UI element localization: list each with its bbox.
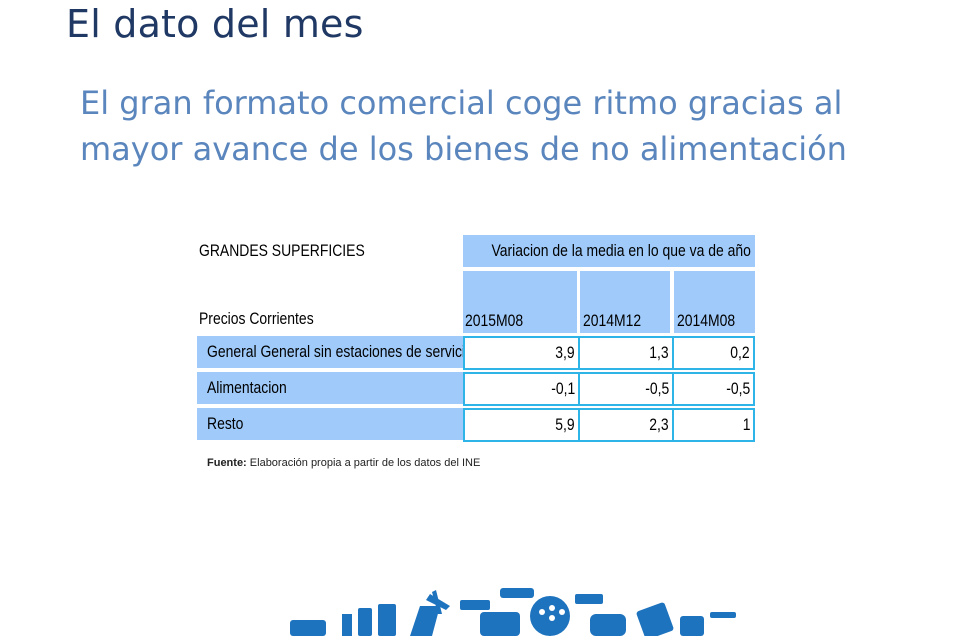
column-header: 2014M12 [580,271,670,333]
page-subtitle: El gran formato comercial coge ritmo gra… [80,84,847,168]
plane-icon [426,590,450,614]
table-cell: -0,5 [672,372,755,406]
table-cell: 0,2 [672,336,755,370]
table-row-label: Resto [197,408,463,440]
column-header: 2014M08 [674,271,755,333]
table-cell: 1,3 [578,336,674,370]
data-table: GRANDES SUPERFICIES Variacion de la medi… [197,235,757,445]
phone-icon [342,614,352,636]
header-group: Variacion de la media en lo que va de añ… [463,235,755,267]
source-note: Fuente: Elaboración propia a partir de l… [207,457,481,469]
table-cell: 5,9 [463,408,580,442]
table-row-label: Alimentacion [197,372,463,404]
table-row-label: General General sin estaciones de servic… [197,336,473,368]
row-header: Precios Corrientes [199,309,314,328]
column-header: 2015M08 [463,271,577,333]
table-cell: -0,1 [463,372,580,406]
shopping-icon [378,604,396,636]
table-cell: 2,3 [578,408,674,442]
table-cell: 3,9 [463,336,580,370]
table-cell: 1 [672,408,755,442]
page-title: El dato del mes [66,2,364,46]
table-cell: -0,5 [578,372,674,406]
table-heading: GRANDES SUPERFICIES [199,241,365,260]
product-icons-banner [290,588,736,636]
car-icon [290,620,326,636]
